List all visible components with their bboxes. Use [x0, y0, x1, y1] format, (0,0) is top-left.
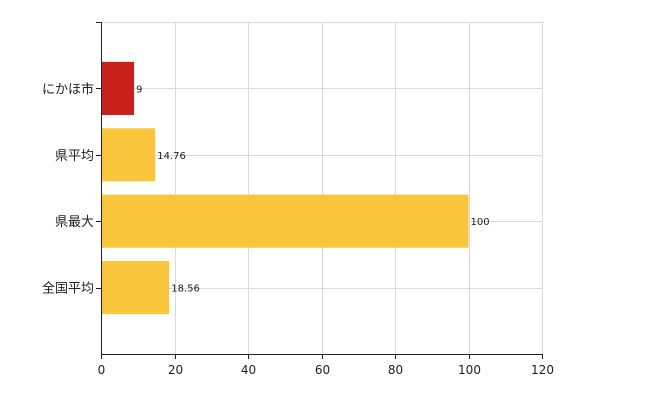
- x-tick-label: 0: [98, 363, 106, 377]
- bar: [101, 194, 469, 248]
- bar: [101, 128, 156, 182]
- y-tick-label: にかほ市: [42, 81, 94, 97]
- y-tick-label: 全国平均: [42, 281, 94, 297]
- data-label: 18.56: [171, 284, 200, 295]
- x-tick-label: 80: [388, 363, 403, 377]
- x-tick-label: 120: [531, 363, 554, 377]
- x-tick-label: 40: [241, 363, 256, 377]
- bar: [101, 261, 170, 315]
- data-label: 14.76: [157, 151, 186, 162]
- x-tick-label: 20: [168, 363, 183, 377]
- y-tick-label: 県最大: [55, 215, 94, 230]
- data-label: 9: [136, 84, 142, 95]
- y-tick-label: 県平均: [55, 149, 94, 164]
- x-tick-label: 60: [315, 363, 330, 377]
- x-tick-label: 100: [458, 363, 481, 377]
- bar: [101, 61, 135, 115]
- data-label: 100: [471, 217, 490, 228]
